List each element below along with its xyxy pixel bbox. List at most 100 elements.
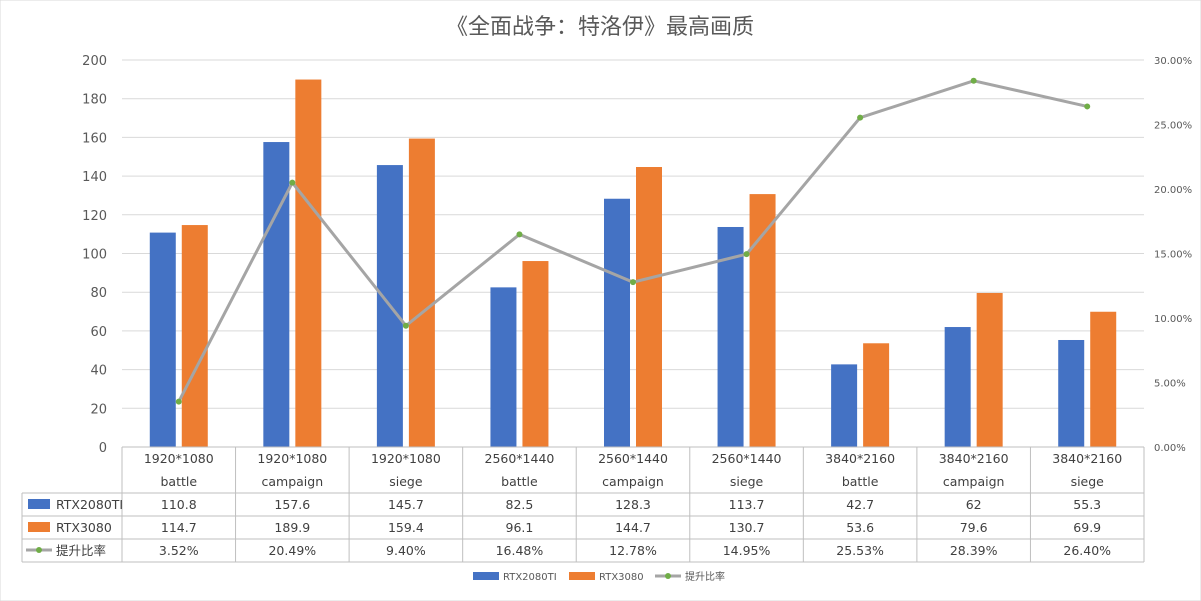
category-resolution-label: 2560*1440 [598, 451, 668, 466]
y-right-tick-label: 20.00% [1154, 185, 1192, 196]
bar-rtx2080ti [263, 142, 290, 447]
ratio-line [175, 77, 1091, 405]
y-left-tick-label: 180 [82, 93, 107, 108]
table-value: 159.4 [388, 520, 424, 535]
y-right-tick-label: 0.00% [1154, 443, 1186, 454]
bar-rtx2080ti [944, 327, 971, 447]
y-right-tick-label: 10.00% [1154, 314, 1192, 325]
table-legend-key [28, 499, 50, 509]
legend-marker [665, 573, 671, 579]
table-value: 79.6 [960, 520, 988, 535]
table-value: 16.48% [496, 543, 544, 558]
table-value: 14.95% [723, 543, 771, 558]
legend-label: RTX2080TI [503, 572, 557, 583]
y-left-tick-label: 40 [90, 364, 107, 379]
bar-rtx3080 [295, 79, 322, 447]
y-left-tick-label: 80 [90, 286, 107, 301]
ratio-point [1084, 103, 1091, 110]
category-resolution-label: 1920*1080 [371, 451, 441, 466]
y-right-tick-label: 25.00% [1154, 121, 1192, 132]
category-mode-label: battle [160, 474, 197, 489]
bar-rtx2080ti [1058, 339, 1085, 447]
bar-rtx3080 [863, 343, 890, 447]
bar-rtx3080 [749, 194, 776, 447]
table-value: 96.1 [506, 520, 534, 535]
bar-rtx3080 [181, 225, 208, 447]
legend-key [473, 572, 499, 580]
data-table: 1920*1080 battle 1920*1080 campaign 1920*108… [21, 446, 1145, 563]
legend: RTX2080TI RTX3080 提升比率 [473, 570, 725, 583]
table-value: 69.9 [1073, 520, 1101, 535]
table-value: 26.40% [1063, 543, 1111, 558]
category-resolution-label: 3840*2160 [825, 451, 895, 466]
ratio-point [970, 77, 977, 84]
y-left-tick-label: 120 [82, 209, 107, 224]
ratio-point [630, 279, 636, 286]
table-value: 25.53% [836, 543, 884, 558]
ratio-point [516, 231, 523, 238]
table-value: 9.40% [386, 543, 426, 558]
table-value: 145.7 [388, 497, 424, 512]
gridlines [122, 59, 1144, 448]
ratio-point [857, 114, 864, 121]
table-series-name: RTX3080 [56, 520, 112, 535]
y-left-tick-label: 200 [82, 54, 107, 69]
table-value: 62 [966, 497, 982, 512]
category-mode-label: battle [842, 474, 879, 489]
right-axis-ticks: 0.00% 5.00% 10.00% 15.00% 20.00% 25.00% 30.00% [1154, 56, 1192, 454]
table-value: 42.7 [846, 497, 874, 512]
y-right-tick-label: 5.00% [1154, 379, 1186, 390]
y-right-tick-label: 30.00% [1154, 56, 1192, 67]
table-value: 53.6 [846, 520, 874, 535]
legend-key [569, 572, 595, 580]
category-resolution-label: 1920*1080 [144, 451, 214, 466]
table-value: 114.7 [161, 520, 197, 535]
y-left-tick-label: 0 [99, 441, 107, 456]
bar-rtx2080ti [149, 232, 176, 447]
table-value: 28.39% [950, 543, 998, 558]
ratio-point [743, 251, 750, 258]
table-series-name: RTX2080TI [56, 497, 123, 512]
table-legend-key [28, 522, 50, 532]
y-left-tick-label: 160 [82, 131, 107, 146]
category-resolution-label: 3840*2160 [1052, 451, 1122, 466]
table-value: 55.3 [1073, 497, 1101, 512]
y-left-tick-label: 140 [82, 170, 107, 185]
category-resolution-label: 2560*1440 [485, 451, 555, 466]
category-mode-label: siege [730, 474, 764, 489]
category-mode-label: siege [1071, 474, 1105, 489]
bar-rtx2080ti [717, 226, 744, 447]
bar-rtx3080 [976, 292, 1003, 447]
left-axis-ticks: 0 20 40 60 80 100 120 140 160 180 200 [82, 54, 107, 456]
table-value: 113.7 [729, 497, 765, 512]
legend-label: 提升比率 [685, 570, 725, 583]
legend-label: RTX3080 [599, 572, 644, 583]
bar-rtx2080ti [831, 364, 858, 447]
chart-title: 《全面战争：特洛伊》最高画质 [446, 15, 754, 40]
ratio-point [402, 322, 409, 329]
category-mode-label: campaign [943, 474, 1005, 489]
bar-rtx2080ti [604, 198, 630, 447]
table-value: 82.5 [506, 497, 534, 512]
category-mode-label: campaign [602, 474, 664, 489]
category-resolution-label: 1920*1080 [257, 451, 327, 466]
table-value: 130.7 [729, 520, 765, 535]
table-value: 157.6 [274, 497, 310, 512]
ratio-point [289, 179, 296, 186]
category-resolution-label: 2560*1440 [712, 451, 782, 466]
table-value: 128.3 [615, 497, 651, 512]
table-value: 110.8 [161, 497, 197, 512]
bar-rtx2080ti [490, 287, 517, 447]
bar-rtx3080 [636, 167, 662, 447]
category-mode-label: siege [389, 474, 423, 489]
y-right-tick-label: 15.00% [1154, 250, 1192, 261]
category-mode-label: campaign [262, 474, 324, 489]
ratio-point [175, 398, 182, 405]
bar-rtx3080 [408, 138, 435, 447]
bar-rtx3080 [522, 261, 549, 447]
table-value: 144.7 [615, 520, 651, 535]
table-value: 12.78% [609, 543, 657, 558]
table-series-name: 提升比率 [56, 543, 106, 558]
y-left-tick-label: 20 [90, 402, 107, 417]
